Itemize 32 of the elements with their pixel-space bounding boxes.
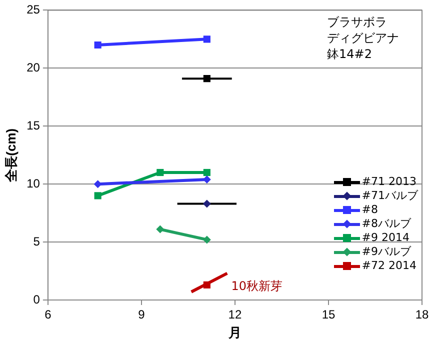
legend-label: #72 2014 (362, 259, 416, 274)
y-tick-label: 0 (33, 292, 40, 306)
annotation: 10秋新芽 (231, 278, 282, 295)
y-tick-label: 15 (26, 118, 40, 132)
point (156, 225, 164, 234)
x-tick-label: 12 (228, 308, 242, 322)
y-tick-label: 5 (33, 234, 40, 248)
point (156, 168, 164, 176)
legend-label: #9 2014 (362, 231, 410, 246)
point (94, 41, 102, 49)
annotation: ディグビアナ (327, 31, 399, 46)
point (203, 168, 210, 176)
annotation: ブラサボラ (327, 15, 387, 30)
y-tick-label: 25 (26, 2, 40, 17)
x-tick-label: 9 (138, 308, 146, 322)
x-tick-label: 15 (322, 308, 336, 322)
legend-label: #71 2013 (362, 175, 416, 190)
annotation: 鉢14#2 (327, 47, 372, 62)
legend-label: #71バルブ (362, 189, 418, 204)
point (202, 236, 211, 244)
legend-label: #8 (362, 203, 378, 218)
y-tick-label: 10 (26, 176, 40, 190)
x-tick-label: 18 (415, 308, 429, 322)
point (94, 192, 102, 200)
point (202, 200, 211, 208)
point (203, 36, 210, 43)
y-tick-label: 20 (26, 60, 40, 74)
y-axis-title: 全長(cm) (3, 128, 18, 183)
legend-label: #9バルブ (362, 245, 411, 260)
legend-label: #8バルブ (362, 217, 411, 232)
x-axis-title: 月 (227, 324, 242, 340)
x-tick-label: 6 (44, 308, 52, 322)
